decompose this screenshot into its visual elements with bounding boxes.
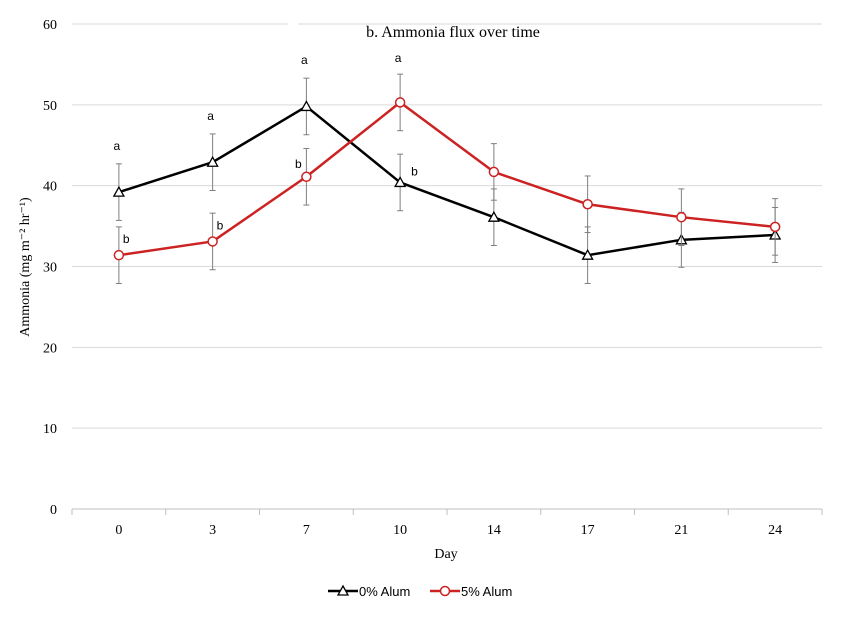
series-line [118, 101, 776, 257]
significance-label: b [295, 157, 302, 171]
y-tick-label: 0 [50, 503, 57, 518]
legend-item-1: 5% Alum [430, 584, 512, 599]
significance-label: b [123, 232, 130, 246]
x-tick-label: 14 [487, 523, 501, 538]
series-1 [113, 73, 781, 284]
y-tick-label: 50 [43, 99, 57, 114]
x-tick-label: 3 [209, 523, 216, 538]
data-point [394, 97, 406, 108]
data-point [487, 210, 500, 222]
y-tick-label: 20 [43, 341, 57, 356]
data-point [676, 211, 687, 223]
significance-label: a [395, 51, 402, 65]
data-point [488, 166, 500, 178]
data-point [769, 221, 781, 233]
y-tick-label: 40 [43, 180, 57, 195]
legend-item-0: 0% Alum [328, 584, 410, 599]
series: a a a b b b b a [112, 51, 782, 284]
significance-label: a [114, 139, 121, 153]
data-point [582, 199, 593, 210]
y-tick-label: 30 [43, 261, 57, 276]
x-tick-label: 17 [581, 523, 595, 538]
y-tick-label: 10 [43, 422, 57, 437]
x-tick-label: 21 [674, 523, 688, 538]
title-background [288, 16, 298, 32]
data-point [300, 100, 313, 112]
data-point [112, 185, 125, 197]
x-tick-label: 24 [768, 523, 782, 538]
data-point [207, 236, 218, 247]
data-point [206, 155, 219, 167]
data-point [336, 584, 350, 596]
data-point [301, 171, 312, 183]
legend-label: 5% Alum [461, 584, 512, 599]
series-line [118, 105, 776, 257]
data-point [394, 176, 407, 188]
chart-title: b. Ammonia flux over time [366, 24, 540, 41]
data-point [581, 248, 594, 260]
x-tick-label: 10 [393, 523, 407, 538]
significance-label: b [411, 164, 418, 178]
data-point [113, 249, 125, 261]
x-tick-label: 0 [115, 523, 122, 538]
x-axis-label: Day [434, 547, 457, 562]
significance-label: b [217, 218, 224, 232]
axes: 0 10 20 30 40 50 60 0 3 7 10 14 17 21 24 [43, 18, 823, 538]
x-tick-label: 7 [303, 523, 310, 538]
gridlines [72, 16, 822, 429]
y-tick-label: 60 [43, 18, 57, 33]
significance-label: a [301, 53, 308, 67]
y-axis-label: Ammonia (mg m⁻² hr⁻¹) [18, 197, 33, 337]
legend: 0% Alum 5% Alum [328, 584, 512, 599]
legend-label: 0% Alum [359, 584, 410, 599]
significance-label: a [207, 109, 214, 123]
data-point [439, 585, 451, 597]
